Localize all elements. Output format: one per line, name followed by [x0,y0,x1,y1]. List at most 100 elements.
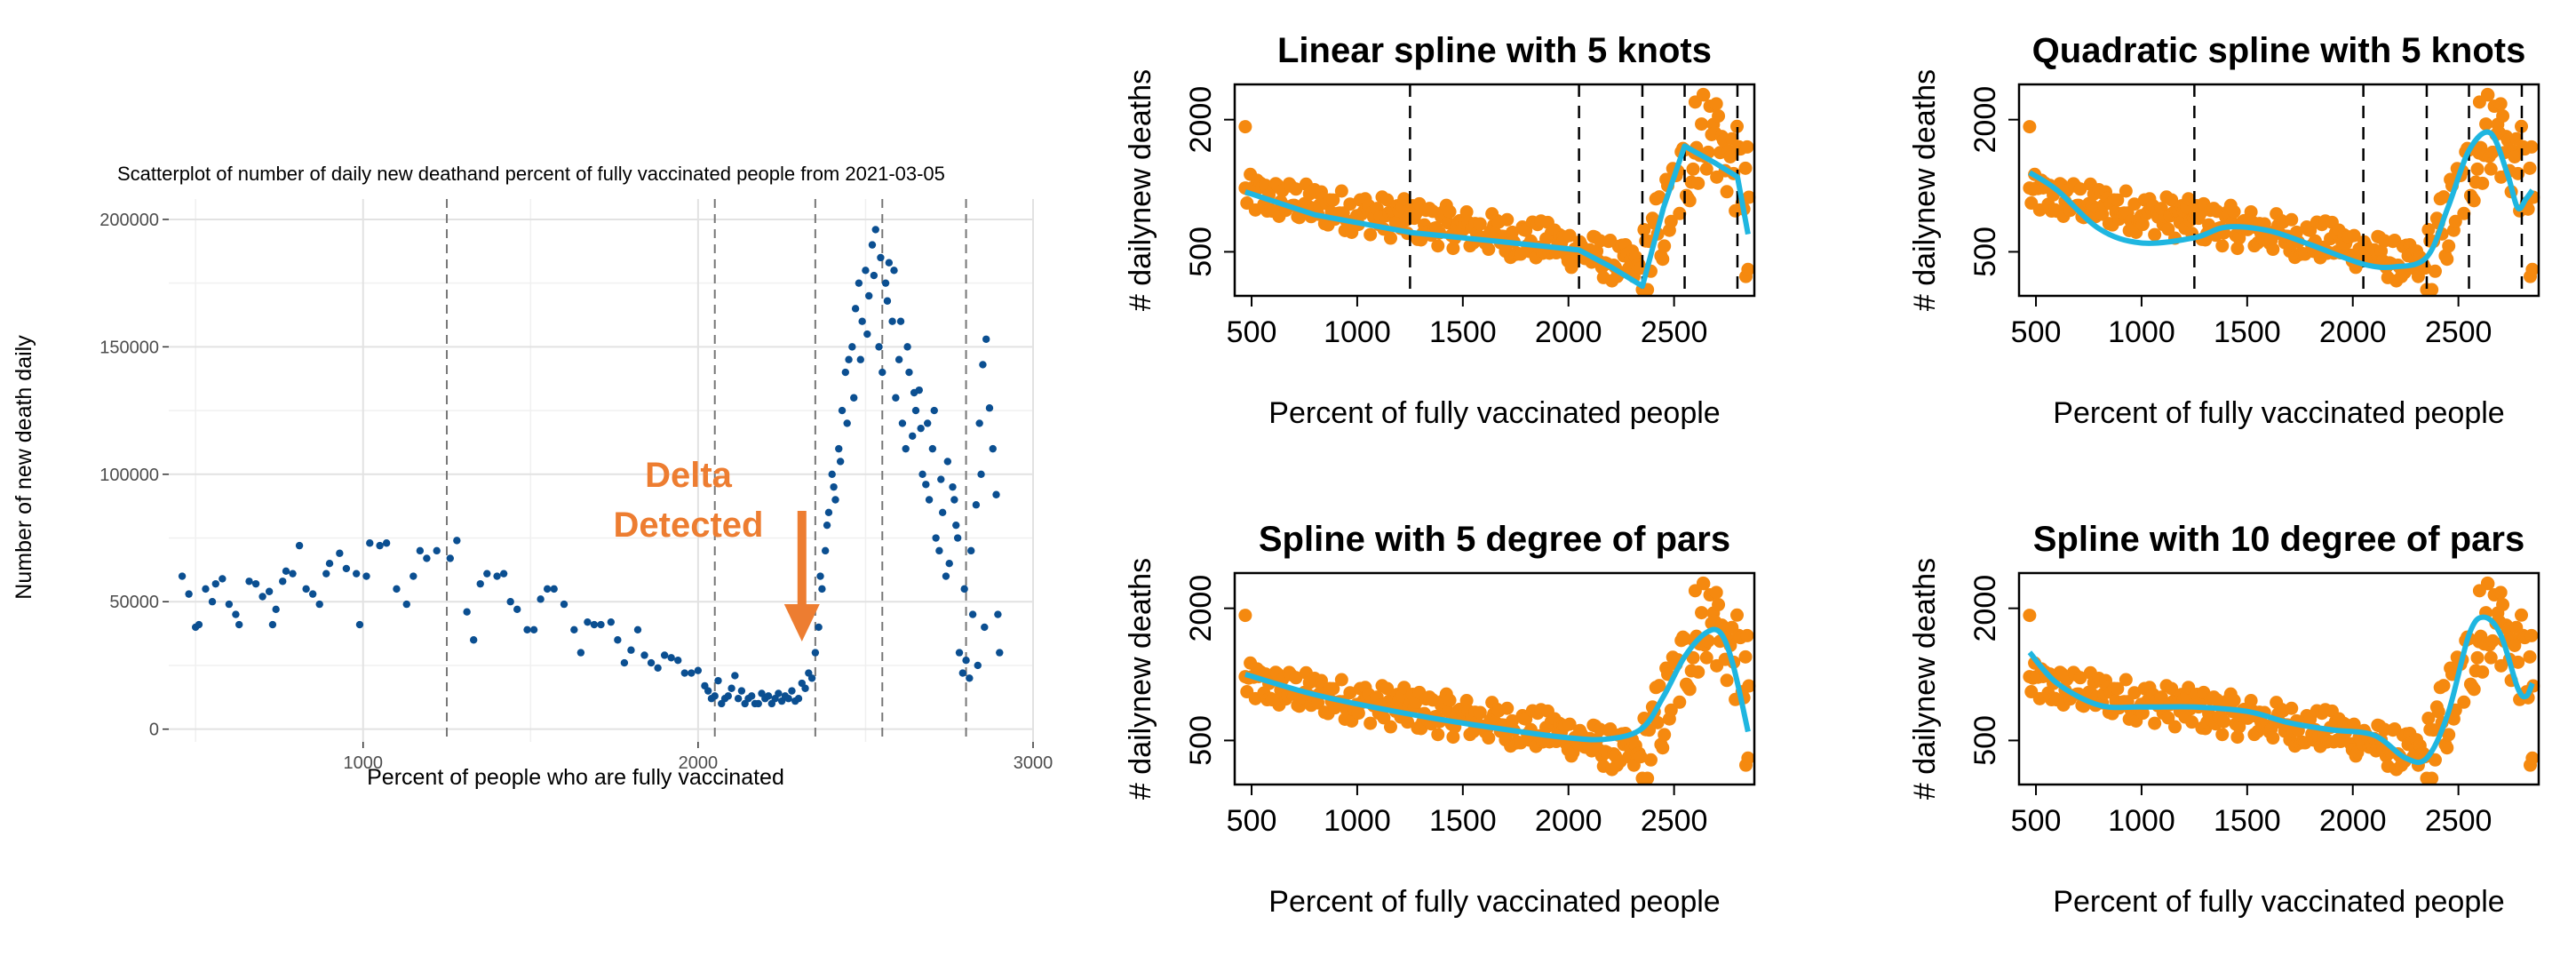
panel-point [2217,714,2231,729]
scatter-points [178,226,1004,708]
panel-point [2023,609,2037,623]
scatter-x-tick-label: 3000 [1014,753,1053,773]
panel-point [1343,197,1357,211]
panel-point [2347,228,2361,243]
scatter-x-axis-label: Percent of people who are fully vaccinat… [367,765,784,790]
scatter-point [811,649,820,657]
scatter-point [930,406,938,415]
scatter-point [506,598,514,606]
panel-point [1701,633,1715,648]
scatter-point [469,636,478,644]
scatter-point [734,695,743,703]
scatter-point [883,297,892,305]
panel-point [1637,223,1651,237]
panel-frame [2017,83,2540,298]
panel-point [2127,197,2142,211]
scatter-point [922,481,930,489]
panel-point [2524,628,2539,642]
scatter-point [975,419,983,427]
panel-point [2127,686,2142,700]
panel-point [1289,671,1303,685]
scatter-point [807,674,816,682]
scatter-point [232,610,240,618]
scatter-point [816,572,824,580]
scatter-point [989,444,997,453]
scatter-point [208,598,217,606]
scatter-point [928,444,937,453]
panel-spline-curve [2028,129,2535,271]
scatter-point [416,546,425,555]
panel-point [2073,182,2087,196]
panel-point [1658,728,1672,742]
panel-point [1656,252,1670,267]
panel-point [2418,261,2432,275]
panel-y-tick-label: 2000 [1184,86,1218,154]
scatter-point [830,482,838,491]
panel-x-tick-label: 1000 [2108,804,2175,838]
panel-point [1473,217,1487,231]
scatter-y-tick-label: 0 [149,721,159,740]
panel-point [2472,584,2486,598]
scatter-point [843,419,851,427]
scatter-point [968,610,977,618]
scatter-point [225,600,234,609]
scatter-point [245,578,253,586]
panel-point [2230,730,2245,745]
scatter-point [560,600,568,609]
scatter-point [902,444,910,453]
panel-point [1664,703,1678,717]
panel-point [2119,184,2133,198]
panel-x-tick-label: 2500 [1641,804,1708,838]
panel-title: Spline with 10 degree of pars [2033,520,2524,559]
scatter-point [688,669,696,677]
panel-point [1656,741,1670,755]
delta-arrow-head [783,604,820,641]
scatter-point [982,335,990,343]
panel-point [2485,145,2500,159]
scatter-point [841,368,850,377]
scatter-point [433,546,441,555]
scatter-point [463,608,471,616]
scatter-point [295,541,304,550]
panel-y-axis-label: # dailynew deaths [1124,558,1157,800]
panel-point [1650,715,1665,729]
scatter-point [924,419,932,427]
panel-y-tick-label: 2000 [1968,575,2002,642]
panel-point [2148,227,2162,242]
scatter-point [994,610,1002,618]
scatter-point [850,394,858,402]
scatter-y-tick-label: 50000 [109,593,159,612]
panel-point [2227,693,2241,707]
panel-point [2437,190,2451,204]
scatter-gridlines [169,199,1034,742]
panel-point [1343,686,1357,700]
scatter-point [962,657,970,665]
panel-point [2425,283,2439,297]
scatter-point [366,539,374,547]
panel-spline-5-degree: Spline with 5 degree of pars 500 1000 1500 2… [1124,520,1756,919]
scatter-point [856,355,864,363]
scatter-point [660,651,669,659]
scatter-point [185,590,193,598]
scatter-point [875,343,883,351]
scatter-point [576,649,585,657]
panel-point [1709,97,1723,111]
panel-x-tick-label: 2500 [2425,315,2493,349]
scatter-point [322,570,330,578]
scatter-point [529,625,538,633]
panel-point [1712,109,1726,123]
scatter-point [888,317,896,325]
panel-point [2525,262,2540,276]
panel-point [1384,720,1397,734]
scatter-point [607,617,616,626]
scatter-point [818,585,826,594]
panel-point [1664,214,1678,228]
panel-point [1446,242,1460,256]
scatter-point [917,424,925,433]
scatter-point [855,279,863,287]
panel-point [2431,705,2445,719]
panel-point [2165,193,2179,207]
panel-point [1443,693,1457,707]
scatter-point [737,687,746,695]
scatter-point [953,534,962,542]
